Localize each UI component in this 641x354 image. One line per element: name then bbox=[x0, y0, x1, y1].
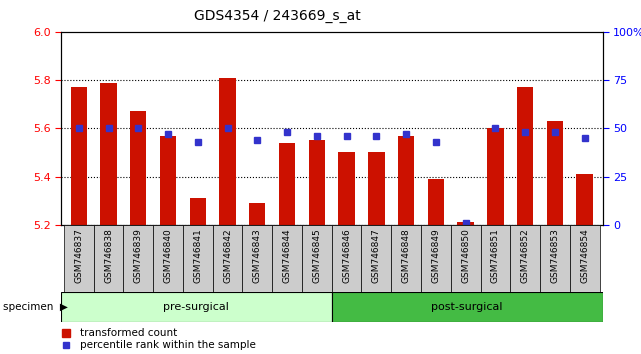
Text: GSM746837: GSM746837 bbox=[74, 228, 83, 283]
Text: GSM746853: GSM746853 bbox=[551, 228, 560, 283]
Text: GSM746839: GSM746839 bbox=[134, 228, 143, 283]
Bar bbox=[309, 141, 325, 225]
Bar bbox=[130, 112, 146, 225]
Text: pre-surgical: pre-surgical bbox=[163, 302, 229, 312]
Bar bbox=[547, 121, 563, 225]
Text: GSM746841: GSM746841 bbox=[194, 228, 203, 283]
Bar bbox=[338, 153, 354, 225]
Bar bbox=[421, 225, 451, 292]
Bar bbox=[219, 78, 236, 225]
Bar bbox=[398, 136, 414, 225]
Text: GSM746847: GSM746847 bbox=[372, 228, 381, 283]
Bar bbox=[570, 225, 599, 292]
Bar bbox=[428, 179, 444, 225]
Bar bbox=[153, 225, 183, 292]
Bar bbox=[332, 225, 362, 292]
Text: transformed count: transformed count bbox=[80, 327, 177, 338]
Bar bbox=[183, 225, 213, 292]
Text: GSM746846: GSM746846 bbox=[342, 228, 351, 283]
Bar bbox=[249, 203, 265, 225]
Text: post-surgical: post-surgical bbox=[431, 302, 503, 312]
Bar bbox=[487, 129, 504, 225]
Bar bbox=[510, 225, 540, 292]
Bar bbox=[517, 87, 533, 225]
Bar bbox=[458, 222, 474, 225]
Bar bbox=[160, 136, 176, 225]
Bar bbox=[61, 292, 332, 322]
Bar bbox=[272, 225, 302, 292]
Text: GSM746854: GSM746854 bbox=[580, 228, 589, 283]
Bar bbox=[451, 225, 481, 292]
Text: GSM746850: GSM746850 bbox=[461, 228, 470, 283]
Bar bbox=[213, 225, 242, 292]
Bar bbox=[94, 225, 123, 292]
Text: specimen  ▶: specimen ▶ bbox=[3, 302, 68, 312]
Text: GSM746851: GSM746851 bbox=[491, 228, 500, 283]
Text: GSM746844: GSM746844 bbox=[283, 228, 292, 283]
Text: GSM746843: GSM746843 bbox=[253, 228, 262, 283]
Bar bbox=[576, 174, 593, 225]
Bar bbox=[362, 225, 391, 292]
Bar bbox=[71, 87, 87, 225]
Bar bbox=[279, 143, 296, 225]
Bar bbox=[481, 225, 510, 292]
Bar bbox=[64, 225, 94, 292]
Text: GSM746842: GSM746842 bbox=[223, 228, 232, 283]
Bar bbox=[302, 225, 331, 292]
Text: GDS4354 / 243669_s_at: GDS4354 / 243669_s_at bbox=[194, 9, 361, 23]
Text: GSM746845: GSM746845 bbox=[312, 228, 321, 283]
Text: GSM746840: GSM746840 bbox=[163, 228, 172, 283]
Text: GSM746849: GSM746849 bbox=[431, 228, 440, 283]
Bar bbox=[190, 198, 206, 225]
Bar bbox=[123, 225, 153, 292]
Text: GSM746852: GSM746852 bbox=[520, 228, 529, 283]
Text: GSM746848: GSM746848 bbox=[402, 228, 411, 283]
Bar bbox=[242, 225, 272, 292]
Bar bbox=[368, 153, 385, 225]
Bar bbox=[391, 225, 421, 292]
Text: percentile rank within the sample: percentile rank within the sample bbox=[80, 340, 256, 350]
Bar bbox=[332, 292, 603, 322]
Bar bbox=[540, 225, 570, 292]
Text: GSM746838: GSM746838 bbox=[104, 228, 113, 283]
Bar bbox=[101, 82, 117, 225]
